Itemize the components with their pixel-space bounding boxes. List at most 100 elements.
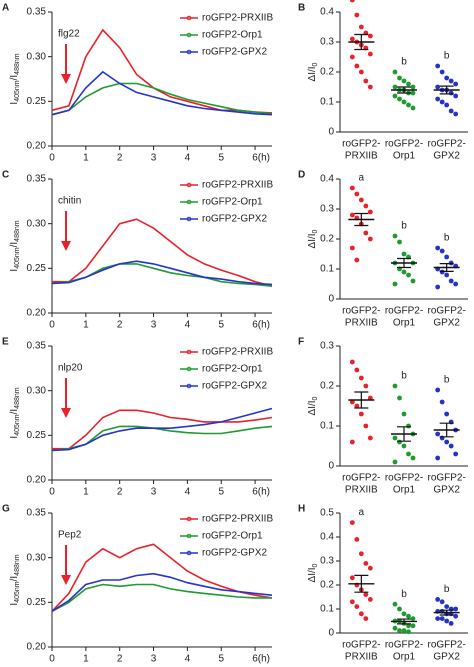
data-point [354,403,360,409]
data-line [51,583,272,613]
data-point [397,96,402,102]
data-point [448,278,454,284]
data-point [367,51,373,57]
legend-marker [186,216,192,222]
error-bar [354,33,369,51]
x-tick-label: 0 [49,654,55,665]
x-tick-label: 5 [218,487,224,498]
y-axis-label-part: 488nm [14,387,21,409]
y-axis-label-part: ΔI/I [307,66,318,81]
legend-label: roGFP2-GPX2 [202,381,267,392]
legend-label: roGFP2-Orp1 [202,30,263,41]
significance-letter: b [444,584,450,595]
error-bar [439,609,454,616]
y-tick-label: 0.35 [27,7,47,18]
x-tick-label: GPX2 [433,318,460,329]
x-tick-label: 0 [49,487,55,498]
x-tick-label: roGFP2- [385,139,423,150]
data-point [367,435,373,441]
data-point [358,411,364,417]
data-point [444,439,450,445]
data-point [435,431,441,437]
y-axis-label-part: 405nm [14,581,21,603]
annotation: Pep2 [58,530,82,541]
data-point [410,90,416,96]
data-point [349,520,355,525]
x-tick-label: 0 [49,320,55,331]
data-point [444,254,450,260]
data-point [349,0,355,3]
error-bar [439,85,454,95]
x-tick-label: Orp1 [393,485,416,496]
data-point [358,69,364,75]
y-tick-label: 0.35 [27,508,47,519]
data-point [406,102,411,108]
y-tick-label: 0.25 [27,430,47,441]
data-point [392,69,398,75]
x-tick-label: 3 [151,320,157,331]
data-point [401,78,407,84]
data-line [52,218,273,287]
annotation: chitin [58,196,81,207]
data-point [363,78,369,84]
x-tick-label: 0 [49,153,55,164]
data-point [349,36,355,42]
data-point [363,592,369,597]
data-point [392,84,398,90]
y-axis-label-part: 0 [312,396,319,400]
data-point [397,606,402,612]
x-tick-label: 1 [83,654,89,665]
data-point [367,236,373,242]
significance-letter: b [444,375,450,386]
x-tick-label: roGFP2- [385,306,423,317]
x-tick-label: PRXIIB [345,318,378,329]
data-point [354,604,360,609]
data-point [401,251,407,257]
y-tick-label: 0.2 [320,381,334,392]
data-point [410,278,416,284]
data-point [367,84,373,90]
data-point [453,81,459,87]
x-tick-label: 6 [252,153,258,164]
data-point [392,281,398,287]
panel-letter: E [2,337,9,348]
x-tick-label: roGFP2- [385,473,423,484]
x-tick-label: roGFP2- [427,306,465,317]
data-point [354,257,360,263]
data-point [410,84,416,90]
data-point [349,185,355,191]
significance-letter: b [401,589,407,600]
data-line [51,572,273,612]
y-tick-label: 0.30 [27,51,47,62]
y-tick-label: 0.25 [27,96,47,107]
legend-marker [186,349,192,355]
data-point [401,99,407,105]
panel-letter: A [2,3,9,14]
panel-letter: C [2,170,9,181]
data-point [358,611,364,617]
y-axis-label-part: /I [9,75,20,81]
significance-letter: a [359,173,365,184]
data-point [397,75,402,81]
data-point [349,212,355,218]
data-point [406,629,411,635]
y-tick-label: 0.35 [27,174,47,185]
annotation: nlp20 [58,363,83,374]
panel-letter: H [298,504,305,515]
data-point [367,395,373,401]
legend-label: roGFP2-PRXIIB [202,514,273,525]
data-point [401,628,407,633]
significance-letter: b [401,221,407,232]
x-unit: (h) [258,153,270,164]
y-axis-label-part: 488nm [14,220,21,242]
y-tick-label: 0.5 [320,508,334,519]
data-point [349,54,355,60]
y-tick-label: 0.1 [320,604,334,615]
data-point [367,209,373,215]
data-point [444,618,450,624]
data-point [358,375,364,381]
y-axis-label-part: /I [9,576,20,582]
data-point [401,611,407,617]
data-point [439,248,445,254]
y-axis-label-part: /I [9,242,20,248]
